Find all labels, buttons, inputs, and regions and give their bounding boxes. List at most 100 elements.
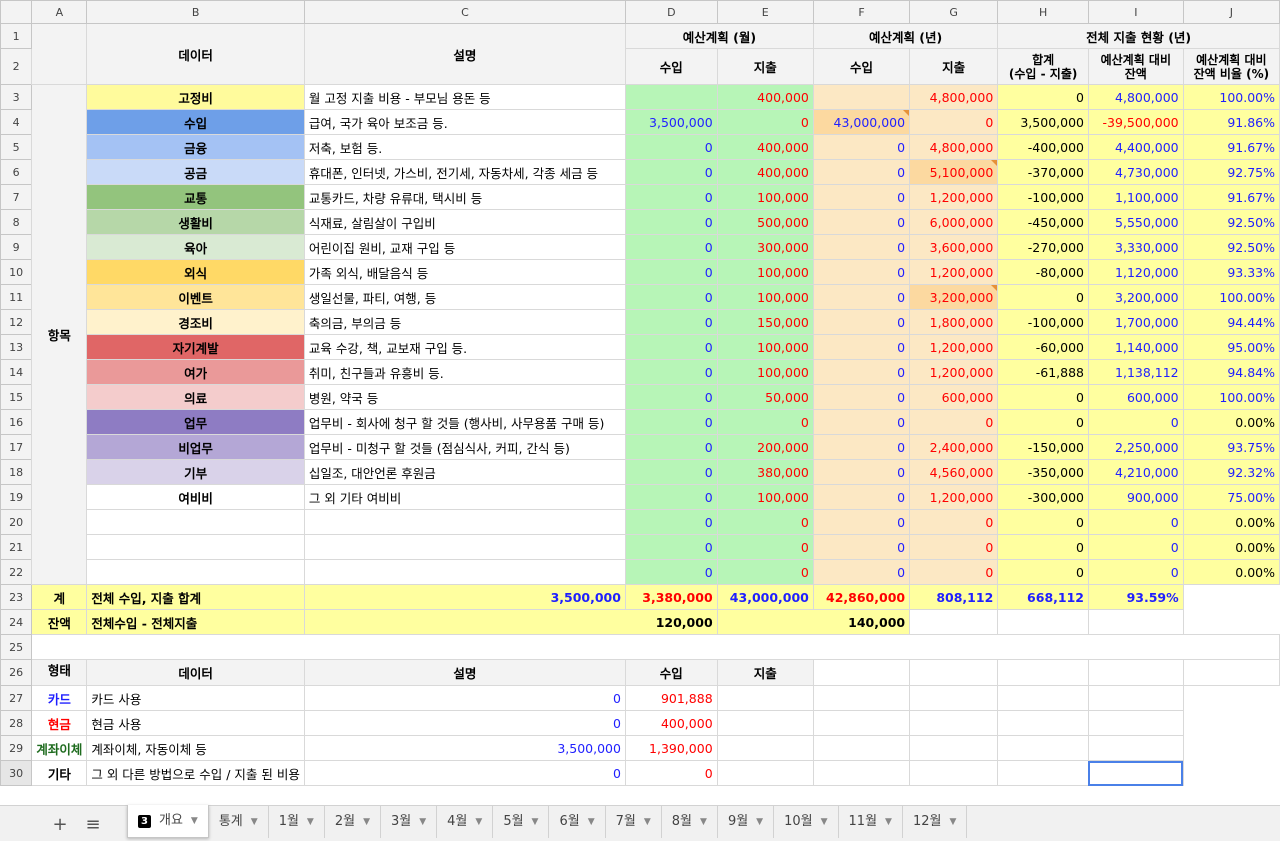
empty-cell[interactable] xyxy=(997,760,1089,786)
empty-cell[interactable] xyxy=(1182,659,1280,686)
ratio-cell[interactable]: 0.00% xyxy=(1182,409,1280,435)
category-label[interactable]: 기부 xyxy=(86,459,305,485)
sum-cell[interactable]: -100,000 xyxy=(997,184,1089,210)
month-expense-cell[interactable]: 400,000 xyxy=(716,134,814,160)
empty-cell[interactable] xyxy=(812,710,911,736)
sum-cell[interactable]: 0 xyxy=(997,409,1089,435)
selected-cell[interactable] xyxy=(1087,760,1184,786)
empty-cell[interactable] xyxy=(997,735,1089,761)
tab-menu-arrow-icon[interactable]: ▼ xyxy=(190,816,198,826)
remain-cell[interactable]: 2,250,000 xyxy=(1087,434,1184,460)
remain-cell[interactable]: 1,140,000 xyxy=(1087,334,1184,360)
remain-cell[interactable]: 4,400,000 xyxy=(1087,134,1184,160)
forms-header-income[interactable]: 수입 xyxy=(624,659,718,686)
row-header[interactable]: 26 xyxy=(0,659,33,686)
sheet-tab[interactable]: 9월 ▼ xyxy=(718,806,775,838)
ratio-cell[interactable]: 92.50% xyxy=(1182,234,1280,260)
tab-menu-arrow-icon[interactable]: ▼ xyxy=(419,817,427,827)
row-header[interactable]: 6 xyxy=(0,159,33,185)
form-expense-cell[interactable]: 400,000 xyxy=(624,710,718,736)
month-income-cell[interactable] xyxy=(624,84,718,110)
group-label-items[interactable]: 항목 xyxy=(31,84,88,585)
row-header[interactable]: 24 xyxy=(0,609,33,635)
remain-cell[interactable]: 4,730,000 xyxy=(1087,159,1184,185)
form-income-cell[interactable]: 0 xyxy=(303,685,626,711)
header-sum[interactable]: 합계 (수입 - 지출) xyxy=(997,48,1089,85)
header-month-plan[interactable]: 예산계획 (월) xyxy=(624,23,814,49)
sum-cell[interactable]: 0 xyxy=(997,509,1089,535)
year-expense-cell[interactable]: 6,000,000 xyxy=(909,209,999,235)
month-expense-cell[interactable]: 0 xyxy=(716,534,814,560)
row-header[interactable]: 4 xyxy=(0,109,33,135)
column-header-d[interactable]: D xyxy=(624,0,718,24)
ratio-cell[interactable]: 75.00% xyxy=(1182,484,1280,510)
month-income-cell[interactable]: 0 xyxy=(624,209,718,235)
header-desc[interactable]: 설명 xyxy=(303,23,626,85)
month-expense-cell[interactable]: 300,000 xyxy=(716,234,814,260)
year-expense-cell[interactable]: 5,100,000 xyxy=(909,159,999,185)
ratio-cell[interactable]: 92.50% xyxy=(1182,209,1280,235)
empty-cell[interactable] xyxy=(909,735,999,761)
month-expense-cell[interactable]: 100,000 xyxy=(716,359,814,385)
form-expense-cell[interactable]: 901,888 xyxy=(624,685,718,711)
header-year-plan[interactable]: 예산계획 (년) xyxy=(812,23,999,49)
sum-cell[interactable]: -100,000 xyxy=(997,309,1089,335)
month-income-cell[interactable]: 0 xyxy=(624,234,718,260)
category-desc[interactable]: 업무비 - 미청구 할 것들 (점심식사, 커피, 간식 등) xyxy=(303,434,626,460)
year-income-cell[interactable]: 0 xyxy=(812,534,911,560)
year-expense-cell[interactable]: 0 xyxy=(909,409,999,435)
row-header[interactable]: 9 xyxy=(0,234,33,260)
year-income-cell[interactable]: 0 xyxy=(812,384,911,410)
month-income-cell[interactable]: 0 xyxy=(624,309,718,335)
empty-cell[interactable] xyxy=(716,685,814,711)
year-expense-cell[interactable]: 4,800,000 xyxy=(909,84,999,110)
empty-cell[interactable] xyxy=(1087,685,1184,711)
month-income-cell[interactable]: 0 xyxy=(624,284,718,310)
remain-cell[interactable]: 1,700,000 xyxy=(1087,309,1184,335)
month-income-cell[interactable]: 3,500,000 xyxy=(624,109,718,135)
ratio-cell[interactable]: 91.67% xyxy=(1182,134,1280,160)
empty-cell[interactable] xyxy=(716,735,814,761)
remain-cell[interactable]: 4,800,000 xyxy=(1087,84,1184,110)
sum-cell[interactable]: -60,000 xyxy=(997,334,1089,360)
month-expense-cell[interactable]: 400,000 xyxy=(716,84,814,110)
ratio-cell[interactable]: 0.00% xyxy=(1182,534,1280,560)
form-desc[interactable]: 현금 사용 xyxy=(86,710,305,736)
month-expense-cell[interactable]: 0 xyxy=(716,409,814,435)
year-income-cell[interactable]: 0 xyxy=(812,284,911,310)
tab-menu-arrow-icon[interactable]: ▼ xyxy=(587,817,595,827)
total-ratio[interactable]: 93.59% xyxy=(1087,584,1184,610)
sheet-tab[interactable]: 5월 ▼ xyxy=(493,806,550,838)
month-income-cell[interactable]: 0 xyxy=(624,259,718,285)
remain-cell[interactable]: -39,500,000 xyxy=(1087,109,1184,135)
header-remain[interactable]: 예산계획 대비 잔액 xyxy=(1087,48,1184,85)
row-header[interactable]: 11 xyxy=(0,284,33,310)
row-header[interactable]: 20 xyxy=(0,509,33,535)
remain-cell[interactable]: 0 xyxy=(1087,509,1184,535)
add-sheet-button[interactable]: + xyxy=(52,814,68,835)
year-income-cell[interactable]: 0 xyxy=(812,309,911,335)
month-expense-cell[interactable]: 150,000 xyxy=(716,309,814,335)
ratio-cell[interactable]: 92.32% xyxy=(1182,459,1280,485)
sum-cell[interactable]: -400,000 xyxy=(997,134,1089,160)
form-desc[interactable]: 그 외 다른 방법으로 수입 / 지출 된 비용 xyxy=(86,760,305,786)
month-expense-cell[interactable]: 100,000 xyxy=(716,184,814,210)
category-label[interactable]: 외식 xyxy=(86,259,305,285)
category-desc[interactable]: 축의금, 부의금 등 xyxy=(303,309,626,335)
balance-year[interactable]: 140,000 xyxy=(716,609,911,635)
sum-cell[interactable]: -150,000 xyxy=(997,434,1089,460)
year-expense-cell[interactable]: 1,200,000 xyxy=(909,259,999,285)
year-income-cell[interactable]: 0 xyxy=(812,234,911,260)
ratio-cell[interactable]: 91.86% xyxy=(1182,109,1280,135)
balance-month[interactable]: 120,000 xyxy=(303,609,718,635)
year-expense-cell[interactable]: 1,200,000 xyxy=(909,484,999,510)
category-desc[interactable] xyxy=(303,534,626,560)
tab-menu-arrow-icon[interactable]: ▼ xyxy=(820,817,828,827)
year-expense-cell[interactable]: 3,600,000 xyxy=(909,234,999,260)
sheet-tab[interactable]: 10월 ▼ xyxy=(774,806,839,838)
year-expense-cell[interactable]: 3,200,000 xyxy=(909,284,999,310)
ratio-cell[interactable]: 94.44% xyxy=(1182,309,1280,335)
forms-header-desc[interactable]: 설명 xyxy=(303,659,626,686)
column-header-i[interactable]: I xyxy=(1087,0,1184,24)
remain-cell[interactable]: 900,000 xyxy=(1087,484,1184,510)
